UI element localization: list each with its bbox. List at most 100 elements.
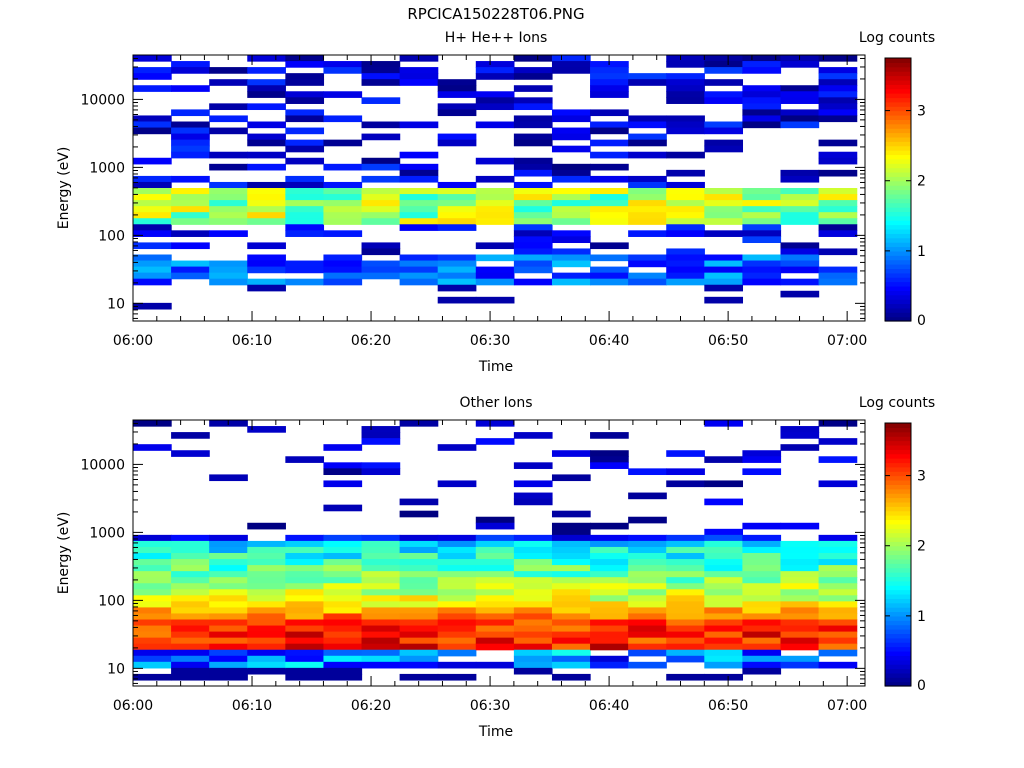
- heatmap-cell: [399, 637, 439, 645]
- colorbar-segment: [885, 84, 911, 90]
- colorbar-segment: [885, 58, 911, 63]
- heatmap-cell: [209, 103, 248, 111]
- heatmap-cell: [475, 637, 515, 645]
- heatmap-cell: [399, 546, 439, 554]
- heatmap-cell: [361, 188, 401, 195]
- colorbar-tick-label: 3: [917, 469, 926, 485]
- heatmap-cell: [551, 67, 591, 74]
- heatmap-cell: [666, 637, 705, 645]
- heatmap-cell: [437, 546, 477, 554]
- heatmap-cell: [742, 553, 782, 560]
- heatmap-cell: [399, 218, 439, 225]
- heatmap-cell: [361, 157, 401, 165]
- colorbar-segment: [885, 88, 911, 94]
- heatmap-cell: [323, 91, 363, 98]
- colorbar-tick-label: 1: [917, 609, 926, 625]
- heatmap-cell: [209, 673, 248, 681]
- heatmap-cell: [742, 613, 782, 621]
- heatmap-cell: [399, 595, 439, 602]
- heatmap-cell: [513, 139, 553, 147]
- heatmap-cell: [323, 163, 363, 171]
- heatmap-cell: [780, 643, 820, 651]
- heatmap-cell: [513, 583, 553, 590]
- heatmap-cell: [551, 528, 591, 536]
- heatmap-cell: [551, 595, 591, 602]
- heatmap-cell: [590, 534, 629, 542]
- heatmap-cell: [247, 607, 286, 615]
- colorbar-segment: [885, 255, 911, 261]
- heatmap-cell: [666, 649, 705, 657]
- colorbar-tick-label: 0: [917, 678, 926, 694]
- heatmap-cell: [780, 637, 820, 645]
- heatmap-cell: [818, 661, 858, 669]
- heatmap-cell: [209, 619, 248, 627]
- heatmap-cell: [818, 272, 858, 280]
- colorbar-tick-label: 3: [917, 104, 926, 120]
- heatmap-cell: [666, 565, 705, 572]
- heatmap-cell: [323, 583, 363, 590]
- colorbar-segment: [885, 668, 911, 674]
- heatmap-cell: [361, 200, 401, 207]
- heatmap-cell: [171, 175, 210, 183]
- heatmap-cell: [133, 188, 172, 195]
- heatmap-cell: [590, 278, 629, 286]
- heatmap-cell: [704, 637, 744, 645]
- heatmap-cell: [133, 601, 172, 609]
- heatmap-cell: [133, 206, 172, 213]
- heatmap-cell: [551, 218, 591, 225]
- heatmap-cell: [475, 619, 515, 627]
- heatmap-cell: [171, 534, 210, 542]
- colorbar-segment: [885, 471, 911, 477]
- x-tick-label: 06:50: [708, 333, 748, 349]
- heatmap-cell: [475, 589, 515, 596]
- heatmap-cell: [666, 595, 705, 602]
- heatmap-cell: [818, 248, 858, 256]
- colorbar-segment: [885, 550, 911, 556]
- heatmap-cell: [818, 67, 858, 74]
- heatmap-cell: [780, 175, 820, 183]
- heatmap-cell: [780, 655, 820, 663]
- heatmap-cell: [590, 462, 629, 469]
- heatmap-cell: [399, 206, 439, 213]
- heatmap-cell: [399, 613, 439, 621]
- heatmap-cell: [209, 637, 248, 645]
- heatmap-cell: [399, 589, 439, 596]
- heatmap-cell: [285, 649, 325, 657]
- heatmap-cell: [513, 73, 553, 80]
- heatmap-cell: [361, 655, 401, 663]
- heatmap-cell: [285, 194, 325, 201]
- heatmap-cell: [628, 200, 667, 207]
- heatmap-cell: [704, 127, 744, 135]
- heatmap-cell: [628, 188, 667, 195]
- colorbar-segment: [885, 290, 911, 296]
- heatmap-cell: [513, 577, 553, 584]
- heatmap-cell: [742, 91, 782, 98]
- heatmap-cell: [818, 85, 858, 92]
- heatmap-cell: [171, 619, 210, 627]
- heatmap-cell: [209, 278, 248, 286]
- heatmap-cell: [513, 480, 553, 488]
- heatmap-cell: [666, 278, 705, 286]
- heatmap-cell: [818, 266, 858, 274]
- heatmap-cell: [742, 212, 782, 219]
- heatmap-cell: [361, 260, 401, 268]
- heatmap-cell: [742, 55, 782, 62]
- heatmap-cell: [475, 103, 515, 111]
- colorbar-segment: [885, 563, 911, 569]
- heatmap-cell: [171, 540, 210, 548]
- heatmap-cell: [818, 169, 858, 177]
- colorbar-segment: [885, 475, 911, 481]
- heatmap-cell: [399, 625, 439, 633]
- heatmap-cell: [551, 673, 591, 681]
- heatmap-cell: [399, 79, 439, 86]
- heatmap-cell: [818, 224, 858, 231]
- heatmap-cell: [628, 607, 667, 615]
- colorbar-segment: [885, 272, 911, 278]
- heatmap-cell: [666, 625, 705, 633]
- colorbar-segment: [885, 444, 911, 450]
- heatmap-cell: [551, 661, 591, 669]
- colorbar-segment: [885, 510, 911, 516]
- heatmap-cell: [704, 139, 744, 147]
- heatmap-cell: [323, 589, 363, 596]
- heatmap-cell: [666, 218, 705, 225]
